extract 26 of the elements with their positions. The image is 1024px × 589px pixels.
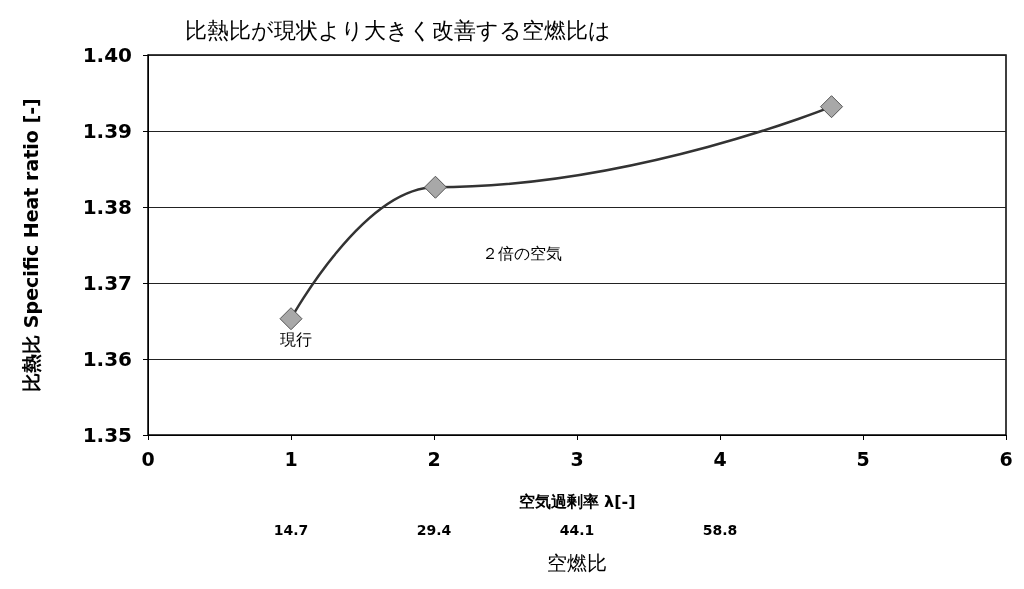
x-tick-label: 0 xyxy=(141,447,155,470)
y-axis-title: 比熱比 Specific Heat ratio [-] xyxy=(19,98,42,392)
y-tick-label: 1.39 xyxy=(82,119,132,143)
point xyxy=(423,175,447,199)
x2-axis-title: 空燃比 xyxy=(547,551,607,575)
x2-tick-label: 58.8 xyxy=(702,522,738,538)
x-tick-label: 2 xyxy=(427,447,441,470)
x-tick-label: 1 xyxy=(284,447,298,470)
y-tick-label: 1.37 xyxy=(82,271,132,295)
y-tick-label: 1.40 xyxy=(82,43,132,67)
x-tick-label: 5 xyxy=(856,447,870,470)
annotation: 現行 xyxy=(280,329,312,349)
x-tick-label: 6 xyxy=(999,447,1013,470)
x-tick-label: 4 xyxy=(713,447,727,470)
point xyxy=(820,95,844,119)
x2-tick-label: 29.4 xyxy=(416,522,452,538)
point xyxy=(279,307,303,331)
x2-tick-label: 44.1 xyxy=(559,522,595,538)
y-tick-label: 1.38 xyxy=(82,195,132,219)
annotation: ２倍の空気 xyxy=(482,243,562,263)
y-tick-label: 1.36 xyxy=(82,347,132,371)
chart-title: 比熱比が現状より大きく改善する空燃比は xyxy=(185,17,611,43)
y-tick-label: 1.35 xyxy=(82,423,132,447)
x-tick-label: 3 xyxy=(570,447,584,470)
x-axis-title: 空気過剰率 λ[-] xyxy=(518,491,636,511)
x2-tick-label: 14.7 xyxy=(273,522,309,538)
